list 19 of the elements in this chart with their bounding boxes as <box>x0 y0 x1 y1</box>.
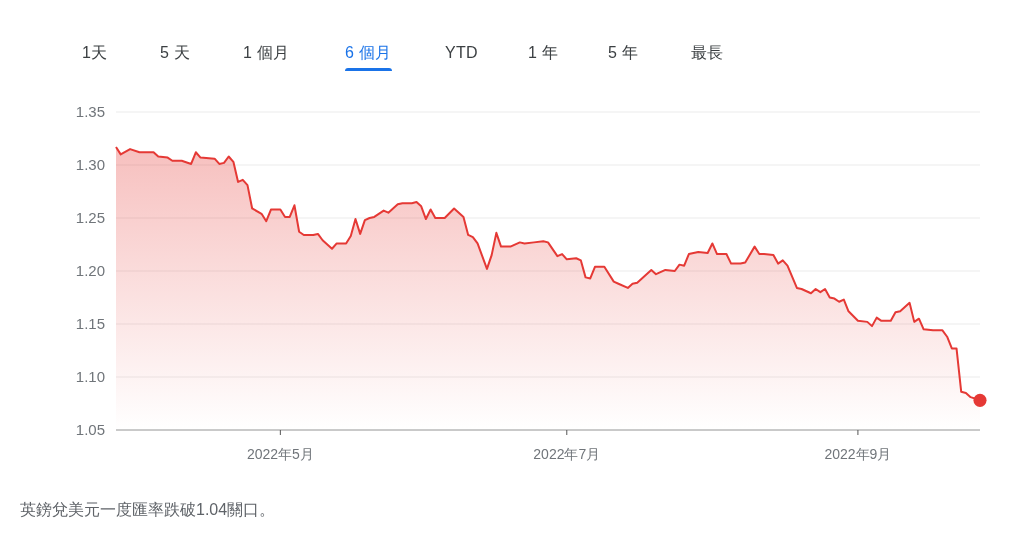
text: 1 年 <box>528 44 559 61</box>
text: 6 個月 <box>345 44 392 61</box>
y-tick-label: 1.20 <box>75 262 105 280</box>
y-tick-label: 1.35 <box>75 103 105 121</box>
text: 英鎊兌美元一度匯率跌破1.04關口。 <box>20 500 276 520</box>
x-tick-label: 2022年5月 <box>246 445 314 462</box>
text: 5 天 <box>160 44 191 61</box>
x-tick-label: 2022年7月 <box>533 445 601 462</box>
x-tick-label: 2022年9月 <box>824 445 892 462</box>
text: YTD <box>445 44 478 61</box>
text: 1 個月 <box>243 44 290 61</box>
text: 最長 <box>691 44 724 61</box>
y-tick-label: 1.10 <box>75 368 105 386</box>
text: 5 年 <box>608 44 639 61</box>
y-tick-label: 1.05 <box>75 421 105 439</box>
y-tick-label: 1.25 <box>75 209 105 227</box>
y-tick-label: 1.15 <box>75 315 105 333</box>
text: 1天 <box>82 44 108 61</box>
y-tick-label: 1.30 <box>75 156 105 174</box>
